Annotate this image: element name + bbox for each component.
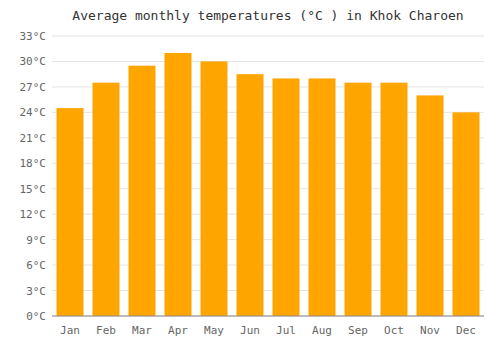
y-tick-label: 24°C <box>20 106 47 119</box>
x-tick-label: Feb <box>96 324 116 337</box>
bar <box>129 66 156 316</box>
y-tick-label: 18°C <box>20 157 47 170</box>
y-tick-label: 21°C <box>20 132 47 145</box>
x-tick-label: Dec <box>456 324 476 337</box>
bar <box>201 61 228 316</box>
y-tick-label: 30°C <box>20 55 47 68</box>
bar <box>237 74 264 316</box>
bar <box>93 83 120 316</box>
bar <box>345 83 372 316</box>
bar <box>309 78 336 316</box>
y-tick-label: 12°C <box>20 208 47 221</box>
x-tick-label: Jun <box>240 324 260 337</box>
x-tick-label: Nov <box>420 324 440 337</box>
bar <box>273 78 300 316</box>
y-tick-label: 9°C <box>26 234 46 247</box>
y-grid <box>52 36 484 316</box>
bar <box>165 53 192 316</box>
bar <box>57 108 84 316</box>
grid-line <box>52 61 484 62</box>
y-tick-label: 33°C <box>20 30 47 43</box>
y-tick-label: 6°C <box>26 259 46 272</box>
x-tick-label: Jul <box>276 324 296 337</box>
bar <box>417 95 444 316</box>
y-tick-label: 27°C <box>20 81 47 94</box>
chart-container: Average monthly temperatures (°C ) in Kh… <box>0 0 500 350</box>
x-tick-label: Mar <box>132 324 152 337</box>
title: Average monthly temperatures (°C ) in Kh… <box>72 8 463 23</box>
chart-svg: Average monthly temperatures (°C ) in Kh… <box>0 0 500 350</box>
x-axis-line <box>52 316 484 317</box>
bars <box>57 53 480 316</box>
x-tick-label: Oct <box>384 324 404 337</box>
x-tick-label: Sep <box>348 324 368 337</box>
y-tick-label: 0°C <box>26 310 46 323</box>
x-tick-label: Apr <box>168 324 188 337</box>
y-tick-label: 3°C <box>26 285 46 298</box>
grid-line <box>52 316 484 317</box>
grid-line <box>52 36 484 37</box>
x-tick-label: May <box>204 324 224 337</box>
bar <box>381 83 408 316</box>
bar <box>453 112 480 316</box>
x-tick-label: Jan <box>60 324 80 337</box>
x-tick-label: Aug <box>312 324 332 337</box>
y-tick-label: 15°C <box>20 183 47 196</box>
